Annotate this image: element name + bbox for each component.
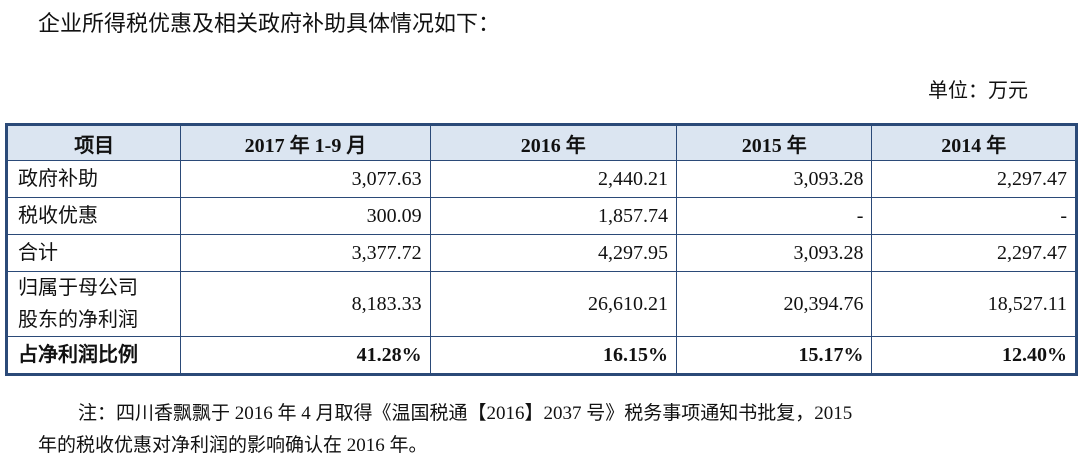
value-cell: 2,297.47 xyxy=(871,160,1077,198)
unit-label: 单位：万元 xyxy=(928,80,1028,102)
header-cell: 2014 年 xyxy=(871,124,1077,161)
value-cell: 4,297.95 xyxy=(429,234,677,272)
value-cell: 12.40% xyxy=(871,336,1077,375)
intro-text: 企业所得税优惠及相关政府补助具体情况如下： xyxy=(38,11,501,36)
row-label: 政府补助 xyxy=(5,160,182,198)
value-cell: 15.17% xyxy=(675,336,873,375)
header-cell: 2017 年 1-9 月 xyxy=(180,124,431,161)
value-cell: 2,297.47 xyxy=(871,234,1077,272)
value-cell: 300.09 xyxy=(180,197,431,235)
row-label: 占净利润比例 xyxy=(5,336,182,375)
table-body: 政府补助 3,077.63 2,440.21 3,093.28 2,297.47 税收优惠… xyxy=(5,160,1077,375)
value-cell: 20,394.76 xyxy=(675,271,873,337)
table-row: 税收优惠 300.09 1,857.74- - xyxy=(5,197,1077,235)
note-line: 注：四川香飘飘于 2016 年 4 月取得《温国税通【2016】2037 号》税… xyxy=(78,403,853,424)
table-row: 占净利润比例 41.28% 16.15% 15.17% 12.40% xyxy=(5,336,1077,375)
table-row: 归属于母公司 股东的净利润 8,183.33 26,610.21 20,394.76 18… xyxy=(5,271,1077,337)
value-cell: 18,527.11 xyxy=(871,271,1077,337)
value-cell: 3,377.72 xyxy=(180,234,431,272)
header-cell: 2015 年 xyxy=(675,124,873,161)
row-label: 合计 xyxy=(5,234,182,272)
row-label-line: 合计 xyxy=(18,242,58,264)
row-label: 归属于母公司 股东的净利润 xyxy=(5,271,182,337)
value-cell: 3,077.63 xyxy=(180,160,431,198)
row-label-line: 占净利润比例 xyxy=(18,344,138,366)
header-cell: 2016 年 xyxy=(429,124,677,161)
note-line: 年的税收优惠对净利润的影响确认在 2016 年。 xyxy=(38,435,428,456)
row-label-line: 政府补助 xyxy=(18,168,98,190)
header-cell: 项目 xyxy=(5,124,182,161)
table-head: 项目 2017 年 1-9 月 2016 年 2015 年 2014 年 xyxy=(5,124,1077,161)
value-cell: 2,440.21 xyxy=(429,160,677,198)
row-label-line: 归属于母公司 xyxy=(18,277,138,299)
table-row: 政府补助 3,077.63 2,440.21 3,093.28 2,297.47 xyxy=(5,160,1077,198)
value-cell: 3,093.28 xyxy=(675,160,873,198)
row-label: 税收优惠 xyxy=(5,197,182,235)
value-cell: - xyxy=(675,197,873,235)
data-table: 项目 2017 年 1-9 月 2016 年 2015 年 2014 年 政府补助 3,0… xyxy=(5,123,1078,376)
value-cell: 8,183.33 xyxy=(180,271,431,337)
table-row: 合计 3,377.72 4,297.95 3,093.28 2,297.47 xyxy=(5,234,1077,272)
row-label-line: 股东的净利润 xyxy=(18,309,138,331)
value-cell: 41.28% xyxy=(180,336,431,375)
header-row: 项目 2017 年 1-9 月 2016 年 2015 年 2014 年 xyxy=(5,124,1077,161)
value-cell: 16.15% xyxy=(429,336,677,375)
value-cell: 1,857.74 xyxy=(429,197,677,235)
value-cell: - xyxy=(871,197,1077,235)
value-cell: 26,610.21 xyxy=(429,271,677,337)
row-label-line: 税收优惠 xyxy=(18,205,98,227)
value-cell: 3,093.28 xyxy=(675,234,873,272)
